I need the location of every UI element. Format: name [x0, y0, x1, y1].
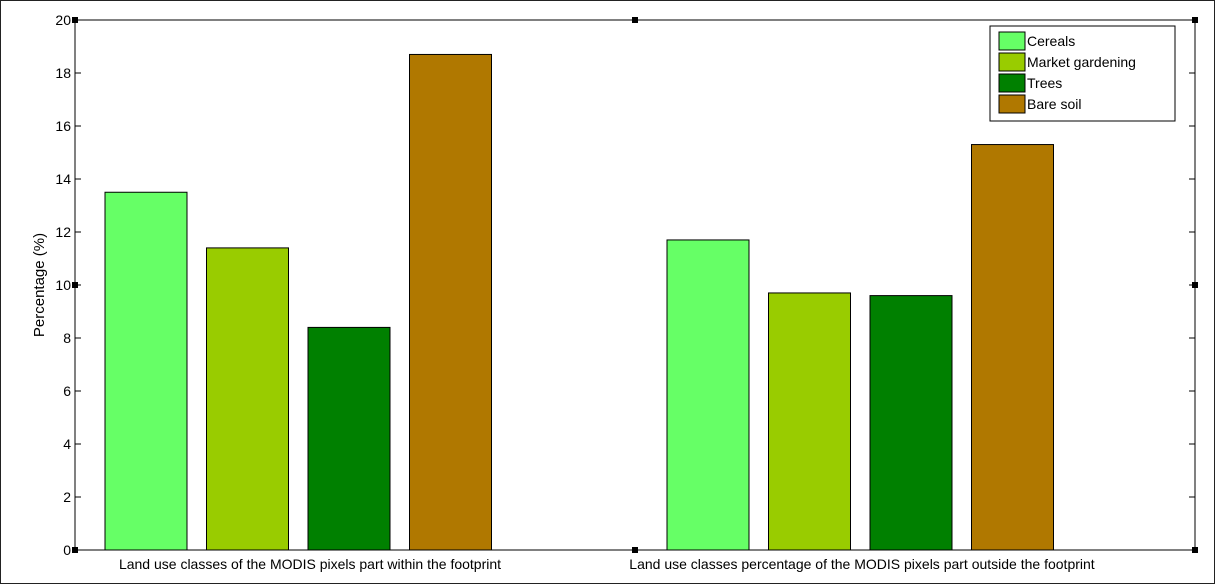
y-tick-label: 16 — [55, 118, 71, 134]
y-tick-label: 18 — [55, 65, 71, 81]
y-tick-label: 6 — [63, 383, 71, 399]
bar-trees — [307, 326, 391, 551]
y-tick-label: 14 — [55, 171, 71, 187]
y-axis-ticks: 0 2 4 6 8 10 12 14 16 18 20 — [55, 12, 1195, 558]
bar-cereals — [104, 191, 188, 551]
y-tick-label: 4 — [63, 436, 71, 452]
legend-label: Bare soil — [1027, 96, 1081, 112]
bar-bare-soil — [409, 53, 492, 551]
bar-market-gardening — [206, 247, 289, 551]
legend-label: Cereals — [1027, 33, 1075, 49]
legend-swatch — [998, 73, 1026, 93]
legend: Cereals Market gardening Trees Bare soil — [989, 25, 1176, 122]
category-labels: Land use classes of the MODIS pixels par… — [119, 556, 1095, 572]
legend-swatch — [998, 31, 1026, 51]
x-category-label: Land use classes of the MODIS pixels par… — [119, 556, 501, 572]
bar-market-gardening — [768, 292, 851, 551]
bar-cereals — [666, 239, 750, 551]
y-tick-label: 0 — [63, 542, 71, 558]
legend-swatch — [998, 94, 1026, 114]
legend-label: Trees — [1027, 75, 1062, 91]
y-tick-label: 12 — [55, 224, 71, 240]
axes-handle — [632, 547, 638, 553]
legend-label: Market gardening — [1027, 54, 1136, 70]
y-tick-label: 2 — [63, 489, 71, 505]
y-tick-label: 20 — [55, 12, 71, 28]
axes-handle — [632, 17, 638, 23]
y-axis-label: Percentage (%) — [31, 233, 48, 337]
bar-bare-soil — [971, 144, 1054, 551]
y-tick-label: 10 — [55, 277, 71, 293]
y-tick-label: 8 — [63, 330, 71, 346]
bar-trees — [869, 295, 953, 551]
bars — [104, 53, 1054, 551]
x-category-label: Land use classes percentage of the MODIS… — [629, 556, 1094, 572]
legend-swatch — [998, 52, 1026, 72]
